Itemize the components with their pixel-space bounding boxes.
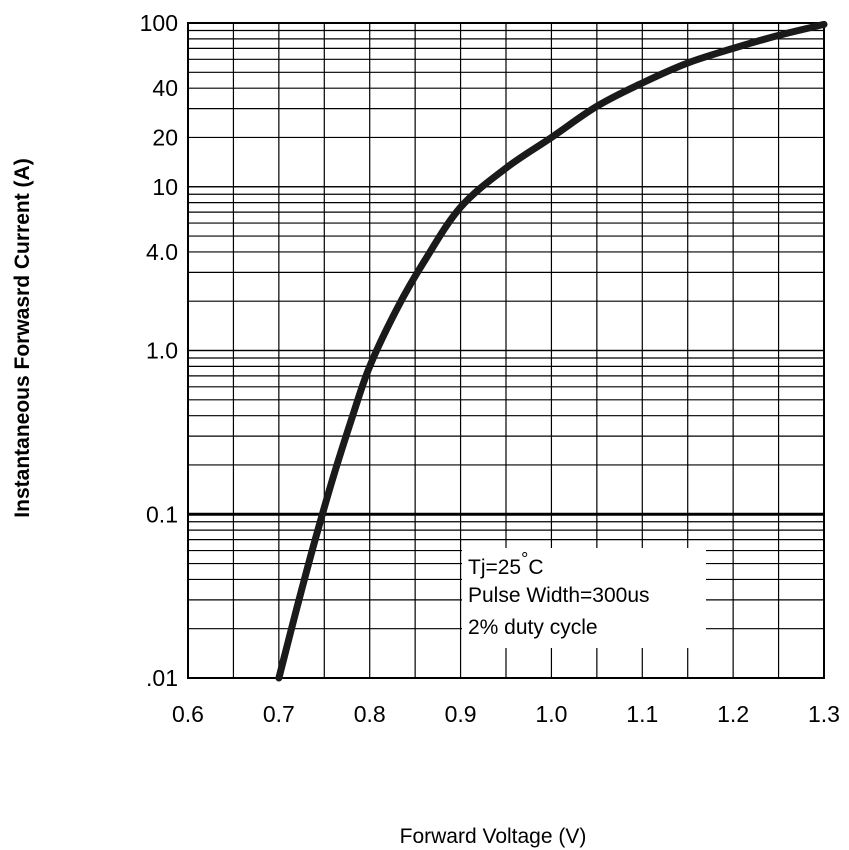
x-tick-label: 1.2	[717, 701, 749, 727]
y-tick-label: 0.1	[146, 501, 178, 527]
x-axis-title: Forward Voltage (V)	[400, 825, 587, 848]
annotation-junction-temp: Tj=25°C	[468, 549, 544, 579]
y-tick-label: 10	[152, 174, 178, 200]
x-tick-label: 1.3	[808, 701, 840, 727]
annotation-duty-cycle: 2% duty cycle	[468, 616, 598, 639]
x-tick-label: 0.7	[263, 701, 295, 727]
y-tick-label: 20	[152, 124, 178, 150]
x-tick-label: 0.9	[445, 701, 477, 727]
x-tick-labels: 0.6 0.7 0.8 0.9 1.0 1.1 1.2 1.3	[172, 701, 840, 727]
forward-current-curve	[275, 20, 828, 682]
y-tick-labels: .01 0.1 1.0 4.0 10 20 40 100	[140, 10, 178, 691]
y-tick-label: 40	[152, 75, 178, 101]
annotation-pulse-width: Pulse Width=300us	[468, 584, 650, 607]
y-tick-label: .01	[146, 665, 178, 691]
x-tick-label: 1.1	[626, 701, 658, 727]
x-tick-label: 0.8	[354, 701, 386, 727]
series-group	[275, 20, 828, 682]
y-tick-label: 100	[140, 10, 178, 36]
x-tick-label: 1.0	[535, 701, 567, 727]
plot-frame	[187, 22, 825, 679]
y-tick-label: 1.0	[146, 338, 178, 364]
y-tick-label: 4.0	[146, 239, 178, 265]
legend-box	[462, 548, 706, 648]
x-tick-label: 0.6	[172, 701, 204, 727]
y-axis-title: Instantaneous Forwasrd Current (A)	[11, 158, 34, 517]
